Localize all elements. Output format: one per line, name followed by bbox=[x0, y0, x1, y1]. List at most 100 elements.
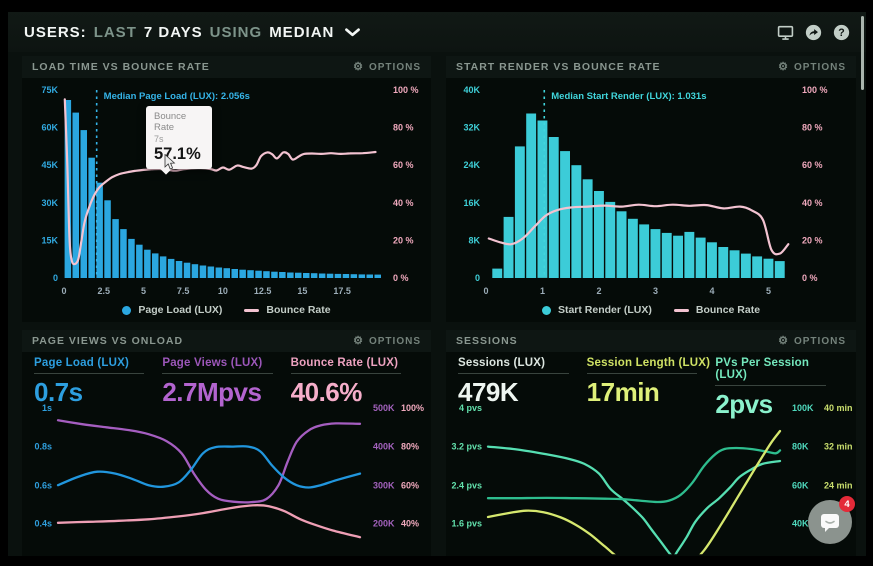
tooltip-x-value: 7s bbox=[154, 133, 164, 144]
metric-value: 0.7s bbox=[34, 377, 83, 407]
svg-text:300K: 300K bbox=[373, 480, 395, 490]
tooltip-series: Bounce Rate bbox=[154, 111, 187, 133]
svg-text:17.5: 17.5 bbox=[333, 286, 351, 296]
svg-text:40 %: 40 % bbox=[802, 198, 823, 208]
metric-value: 2pvs bbox=[715, 389, 773, 419]
notification-badge: 4 bbox=[839, 496, 855, 512]
svg-text:80%: 80% bbox=[401, 441, 419, 451]
options-label: OPTIONS bbox=[793, 335, 846, 347]
start-render-histogram-chart[interactable]: 40K 32K 24K 16K 8K 0 100 % 80 % 60 % 40 % 20 % 0 % 0… bbox=[446, 78, 856, 298]
svg-text:4: 4 bbox=[710, 286, 715, 296]
chat-widget-button[interactable]: 4 bbox=[808, 496, 855, 544]
panel-page-views-vs-onload: PAGE VIEWS VS ONLOAD ⚙ OPTIONS Page Load… bbox=[22, 330, 431, 556]
chart-legend: Start Render (LUX) Bounce Rate bbox=[446, 298, 856, 322]
last-label: LAST bbox=[93, 23, 137, 41]
metric-underline bbox=[290, 373, 401, 374]
svg-text:0.6s: 0.6s bbox=[34, 480, 52, 490]
svg-text:2.5: 2.5 bbox=[97, 286, 110, 296]
svg-text:0 %: 0 % bbox=[802, 273, 818, 283]
svg-text:100%: 100% bbox=[401, 404, 424, 413]
svg-text:5: 5 bbox=[141, 286, 146, 296]
legend-item-start-render[interactable]: Start Render (LUX) bbox=[541, 304, 652, 316]
metric-value: 40.6% bbox=[290, 377, 363, 407]
gear-icon: ⚙ bbox=[778, 60, 789, 73]
gear-icon: ⚙ bbox=[353, 60, 364, 73]
monitor-icon[interactable] bbox=[777, 24, 794, 41]
metric-value: 2.7Mpvs bbox=[162, 377, 262, 407]
svg-text:24 min: 24 min bbox=[824, 480, 853, 490]
panel-sessions: SESSIONS ⚙ OPTIONS Sessions (LUX) 479K S… bbox=[446, 330, 856, 556]
legend-label: Bounce Rate bbox=[266, 304, 331, 316]
options-button[interactable]: ⚙ OPTIONS bbox=[353, 335, 421, 347]
gear-icon: ⚙ bbox=[778, 334, 789, 347]
metric-label: MEDIAN bbox=[269, 23, 335, 41]
legend-item-page-load[interactable]: Page Load (LUX) bbox=[122, 304, 222, 316]
sessions-line-chart[interactable]: 4 pvs 100K 40 min 3.2 pvs 80K 32 min 2.4 pvs 60… bbox=[446, 404, 856, 556]
chat-bubble-icon bbox=[821, 514, 839, 532]
series-dash-icon bbox=[244, 308, 260, 312]
svg-text:0 %: 0 % bbox=[393, 273, 409, 283]
svg-text:3: 3 bbox=[653, 286, 658, 296]
panel-title: PAGE VIEWS VS ONLOAD bbox=[32, 335, 184, 347]
legend-label: Start Render (LUX) bbox=[557, 304, 652, 316]
days-label: 7 DAYS bbox=[143, 23, 203, 41]
svg-text:0: 0 bbox=[483, 286, 488, 296]
svg-text:8K: 8K bbox=[468, 235, 480, 245]
app-window: USERS: LAST 7 DAYS USING MEDIAN bbox=[8, 12, 866, 556]
metric-underline bbox=[162, 373, 273, 374]
users-label: USERS: bbox=[24, 23, 87, 41]
options-button[interactable]: ⚙ OPTIONS bbox=[778, 334, 846, 347]
svg-text:?: ? bbox=[838, 27, 844, 39]
page-scrollbar-thumb[interactable] bbox=[861, 16, 864, 90]
svg-text:60%: 60% bbox=[401, 480, 419, 490]
page-views-line-chart[interactable]: 1s 500K 100% 0.8s 400K 80% 0.6s 300K 60% 0.4s 200K… bbox=[22, 404, 431, 556]
legend-item-bounce-rate[interactable]: Bounce Rate bbox=[673, 304, 761, 316]
chevron-down-icon bbox=[345, 27, 361, 36]
topbar-icon-cluster: ? bbox=[777, 24, 850, 41]
svg-text:4 pvs: 4 pvs bbox=[459, 404, 482, 413]
svg-text:0: 0 bbox=[53, 273, 58, 283]
metric-header-row: Sessions (LUX) 479K Session Length (LUX)… bbox=[446, 352, 856, 417]
options-label: OPTIONS bbox=[368, 335, 421, 347]
svg-text:20 %: 20 % bbox=[393, 235, 414, 245]
legend-label: Bounce Rate bbox=[695, 304, 761, 316]
mouse-cursor-icon bbox=[164, 154, 176, 170]
legend-label: Page Load (LUX) bbox=[138, 304, 223, 316]
metric-underline bbox=[34, 373, 145, 374]
load-time-histogram-chart[interactable]: 75K 60K 45K 30K 15K 0 100 % 80 % 60 % 40 % 20 % 0 %… bbox=[22, 78, 431, 298]
series-dash-icon bbox=[673, 308, 689, 312]
series-dot-icon bbox=[122, 305, 132, 315]
svg-text:0: 0 bbox=[475, 273, 480, 283]
metric-session-length: Session Length (LUX) 17min bbox=[586, 357, 716, 405]
view-selector-bar: USERS: LAST 7 DAYS USING MEDIAN bbox=[8, 12, 866, 52]
view-selector[interactable]: USERS: LAST 7 DAYS USING MEDIAN bbox=[24, 23, 361, 41]
svg-text:80 %: 80 % bbox=[393, 123, 414, 133]
panel-header: SESSIONS ⚙ OPTIONS bbox=[446, 330, 856, 352]
metric-label: Session Length (LUX) bbox=[586, 357, 711, 369]
svg-text:80 %: 80 % bbox=[802, 123, 823, 133]
panel-title: START RENDER VS BOUNCE RATE bbox=[456, 61, 661, 73]
svg-text:24K: 24K bbox=[463, 160, 480, 170]
metric-header-row: Page Load (LUX) 0.7s Page Views (LUX) 2.… bbox=[22, 352, 431, 407]
metric-label: Page Views (LUX) bbox=[162, 357, 263, 369]
metric-label: PVs Per Session (LUX) bbox=[715, 357, 810, 381]
svg-text:30K: 30K bbox=[41, 198, 58, 208]
using-label: USING bbox=[209, 23, 263, 41]
svg-text:3.2 pvs: 3.2 pvs bbox=[451, 441, 482, 451]
help-icon[interactable]: ? bbox=[833, 24, 850, 41]
svg-text:400K: 400K bbox=[373, 441, 395, 451]
panel-start-render-vs-bounce-rate: START RENDER VS BOUNCE RATE ⚙ OPTIONS 40… bbox=[446, 56, 856, 322]
svg-text:100 %: 100 % bbox=[393, 85, 419, 95]
svg-text:Median Page Load (LUX): 2.056s: Median Page Load (LUX): 2.056s bbox=[104, 91, 250, 102]
chart-tooltip: Bounce Rate 7s 57.1% bbox=[146, 106, 212, 169]
svg-text:15K: 15K bbox=[41, 235, 58, 245]
svg-text:0: 0 bbox=[61, 286, 66, 296]
metric-label: Sessions (LUX) bbox=[458, 357, 546, 369]
options-button[interactable]: ⚙ OPTIONS bbox=[778, 60, 846, 73]
legend-item-bounce-rate[interactable]: Bounce Rate bbox=[244, 304, 331, 316]
svg-text:40K: 40K bbox=[463, 85, 480, 95]
svg-text:60 %: 60 % bbox=[393, 160, 414, 170]
options-button[interactable]: ⚙ OPTIONS bbox=[353, 60, 421, 73]
svg-text:0.8s: 0.8s bbox=[34, 441, 52, 451]
share-icon[interactable] bbox=[805, 24, 822, 41]
